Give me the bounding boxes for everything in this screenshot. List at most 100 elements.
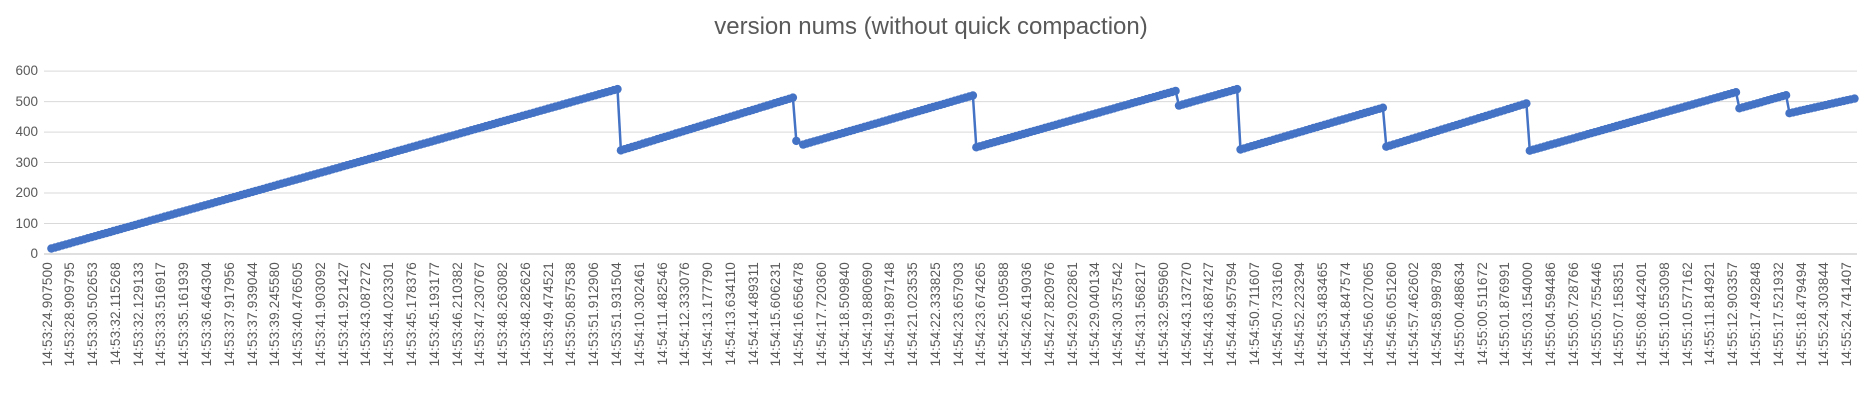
data-point — [1522, 99, 1531, 108]
x-tick-label: 14:54:31.568217 — [1132, 262, 1148, 367]
x-tick-label: 14:53:45.193177 — [426, 262, 442, 367]
x-tick-label: 14:54:44.957594 — [1224, 262, 1240, 367]
x-tick-label: 14:53:41.921427 — [335, 262, 351, 367]
x-tick-label: 14:53:51.912906 — [586, 262, 602, 367]
x-tick-label: 14:55:07.158351 — [1611, 262, 1627, 367]
x-tick-label: 14:53:32.115268 — [107, 262, 123, 366]
x-tick-label: 14:53:28.909795 — [62, 262, 78, 367]
x-tick-label: 14:55:12.903357 — [1725, 262, 1741, 367]
x-tick-label: 14:53:30.502653 — [85, 262, 101, 367]
data-point — [968, 91, 978, 100]
x-tick-label: 14:53:40.476505 — [290, 262, 306, 367]
x-tick-label: 14:54:12.333076 — [677, 262, 693, 367]
x-tick-label: 14:53:50.857538 — [563, 262, 579, 367]
x-tick-label: 14:53:51.931504 — [609, 262, 624, 367]
x-tick-label: 14:54:13.634110 — [722, 262, 738, 366]
data-point — [1232, 84, 1242, 94]
x-tick-label: 14:54:14.489311 — [745, 262, 761, 366]
x-tick-label: 14:53:35.161939 — [176, 262, 192, 367]
y-tick-label: 600 — [15, 63, 38, 79]
x-tick-label: 14:53:39.245580 — [267, 262, 283, 367]
x-tick-label: 14:55:00.511672 — [1474, 262, 1490, 366]
x-tick-label: 14:53:36.464304 — [198, 262, 214, 367]
x-tick-label: 14:54:19.897148 — [882, 262, 898, 367]
x-tick-label: 14:53:44.023301 — [381, 262, 397, 367]
x-tick-label: 14:54:27.820976 — [1041, 262, 1057, 367]
y-tick-label: 500 — [15, 93, 38, 109]
x-tick-label: 14:53:37.939044 — [244, 262, 260, 367]
data-point — [1378, 103, 1388, 112]
x-tick-label: 14:54:22.333825 — [927, 262, 943, 367]
data-point — [1731, 88, 1741, 97]
x-tick-label: 14:54:43.687427 — [1201, 262, 1217, 367]
x-tick-label: 14:54:26.419036 — [1019, 262, 1035, 367]
data-point — [1781, 91, 1791, 100]
x-tick-label: 14:53:37.917956 — [221, 262, 237, 367]
x-tick-label: 14:55:18.479494 — [1793, 262, 1809, 367]
x-tick-label: 14:53:45.178376 — [403, 262, 419, 367]
y-tick-label: 100 — [15, 215, 38, 231]
x-tick-label: 14:54:10.302461 — [631, 262, 647, 367]
x-tick-label: 14:55:04.594486 — [1542, 262, 1558, 367]
x-tick-label: 14:53:49.474521 — [540, 262, 556, 367]
x-tick-label: 14:54:25.109588 — [996, 262, 1012, 367]
x-tick-label: 14:55:00.488634 — [1451, 262, 1467, 367]
x-tick-label: 14:53:48.263082 — [495, 262, 511, 367]
x-tick-label: 14:54:56.051260 — [1383, 262, 1399, 367]
y-tick-label: 300 — [15, 154, 38, 170]
x-tick-label: 14:55:11.814921 — [1702, 262, 1718, 366]
data-point — [792, 136, 801, 146]
x-tick-label: 14:54:21.023535 — [905, 262, 921, 367]
x-tick-label: 14:53:46.210382 — [449, 262, 465, 367]
x-tick-label: 14:55:24.741407 — [1839, 262, 1855, 367]
y-tick-label: 0 — [30, 246, 38, 261]
x-tick-label: 14:54:50.711607 — [1246, 262, 1262, 366]
data-point — [613, 84, 622, 94]
x-tick-label: 14:53:32.129133 — [130, 262, 146, 367]
x-tick-label: 14:54:58.998798 — [1429, 262, 1445, 367]
x-tick-label: 14:53:43.087272 — [358, 262, 374, 367]
x-tick-label: 14:53:48.282626 — [517, 262, 533, 367]
x-tick-label: 14:54:50.733160 — [1269, 262, 1285, 367]
x-tick-label: 14:53:47.230767 — [472, 262, 488, 367]
x-tick-label: 14:54:57.462602 — [1406, 262, 1422, 367]
x-tick-label: 14:54:18.509840 — [836, 262, 852, 367]
y-tick-label: 400 — [15, 124, 38, 140]
x-tick-label: 14:54:32.955960 — [1155, 262, 1171, 367]
x-tick-label: 14:55:10.553098 — [1656, 262, 1672, 367]
x-tick-label: 14:55:17.521932 — [1770, 262, 1786, 367]
x-tick-label: 14:54:16.656478 — [791, 262, 807, 367]
x-tick-label: 14:54:11.482546 — [654, 262, 670, 366]
x-tick-label: 14:55:05.755446 — [1588, 262, 1604, 367]
x-tick-label: 14:55:24.303844 — [1816, 262, 1832, 367]
data-point — [788, 93, 798, 102]
x-tick-label: 14:54:23.657903 — [950, 262, 966, 367]
x-tick-label: 14:54:53.483465 — [1315, 262, 1331, 367]
x-tick-label: 14:54:13.177790 — [700, 262, 716, 367]
x-tick-label: 14:53:41.903092 — [312, 262, 328, 367]
x-tick-label: 14:54:52.223294 — [1292, 262, 1308, 367]
x-tick-label: 14:54:19.880690 — [859, 262, 875, 367]
y-tick-label: 200 — [15, 185, 38, 201]
chart-title: version nums (without quick compaction) — [714, 13, 1148, 40]
x-tick-label: 14:54:56.027065 — [1360, 262, 1376, 367]
x-tick-label: 14:54:43.137270 — [1178, 262, 1194, 367]
x-tick-label: 14:54:29.022861 — [1064, 262, 1080, 367]
x-tick-label: 14:55:10.577162 — [1679, 262, 1695, 367]
x-tick-label: 14:55:03.154000 — [1520, 262, 1536, 367]
x-tick-label: 14:55:17.492848 — [1748, 262, 1763, 367]
x-tick-label: 14:53:24.907500 — [39, 262, 55, 367]
x-tick-label: 14:55:01.876991 — [1497, 262, 1513, 367]
x-tick-label: 14:53:33.516917 — [153, 262, 169, 367]
x-tick-label: 14:55:05.728766 — [1565, 262, 1581, 367]
data-point — [1850, 94, 1859, 103]
x-tick-label: 14:54:30.357542 — [1110, 262, 1126, 367]
x-tick-label: 14:54:29.040134 — [1087, 262, 1103, 367]
x-tick-label: 14:55:08.442401 — [1634, 262, 1650, 367]
x-tick-label: 14:54:17.720360 — [814, 262, 830, 367]
x-tick-label: 14:54:23.674265 — [973, 262, 989, 367]
data-point — [1171, 86, 1180, 96]
x-tick-label: 14:54:54.847574 — [1337, 262, 1353, 367]
